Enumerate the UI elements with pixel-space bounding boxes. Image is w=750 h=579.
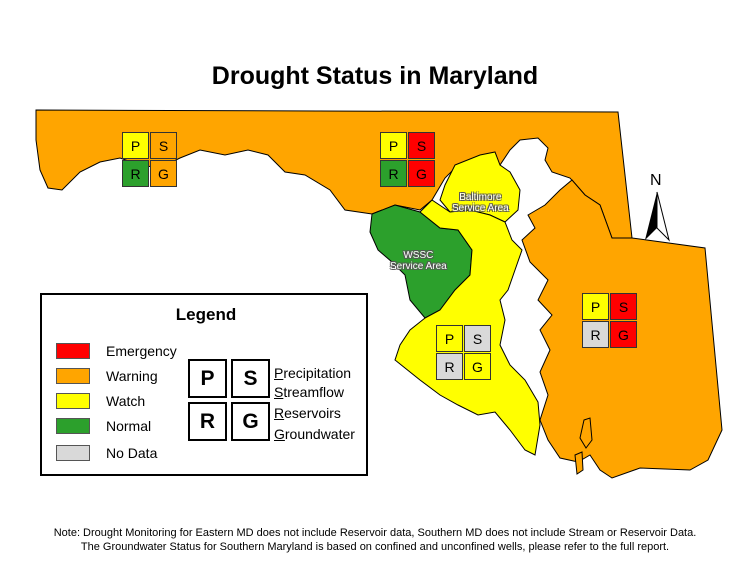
- island-shape: [574, 451, 584, 475]
- north-arrow-icon: [656, 191, 670, 242]
- legend-swatch: [56, 368, 90, 384]
- legend-key-groundwater: Groundwater: [274, 426, 355, 442]
- status-cell-p: P: [436, 325, 463, 352]
- legend-grid-cell: R: [188, 402, 227, 441]
- legend-swatch: [56, 343, 90, 359]
- legend-psrg-grid: P S R G: [188, 359, 270, 441]
- map-title: Drought Status in Maryland: [211, 62, 539, 90]
- legend-key-precipitation: Precipitation: [274, 365, 352, 381]
- north-label: N: [650, 172, 662, 189]
- legend-title: Legend: [175, 305, 237, 324]
- legend-grid-cell: P: [188, 359, 227, 398]
- status-cell-r: R: [436, 353, 463, 380]
- status-cell-g: G: [464, 353, 491, 380]
- status-cell-s: S: [610, 293, 637, 320]
- status-cell-s: S: [150, 132, 177, 159]
- island-shape: [579, 417, 593, 449]
- north-arrow-icon: [645, 192, 657, 240]
- legend-label: Emergency: [106, 343, 177, 359]
- baltimore-service-area-shape: [439, 151, 521, 223]
- legend-key-reservoirs: Reservoirs: [274, 405, 341, 421]
- legend-label: Normal: [106, 418, 152, 434]
- legend-key-streamflow: Streamflow: [274, 384, 345, 400]
- legend-swatch: [56, 445, 90, 461]
- status-cell-r: R: [380, 160, 407, 187]
- legend-grid-cell: G: [231, 402, 270, 441]
- status-cell-p: P: [122, 132, 149, 159]
- legend-label: Watch: [106, 393, 146, 409]
- status-cell-p: P: [582, 293, 609, 320]
- status-cell-r: R: [122, 160, 149, 187]
- wssc-service-area-label: WSSC Service Area: [390, 250, 447, 272]
- footnote: Note: Drought Monitoring for Eastern MD …: [53, 527, 697, 553]
- status-cell-p: P: [380, 132, 407, 159]
- legend-label: No Data: [106, 445, 158, 461]
- status-cell-s: S: [408, 132, 435, 159]
- legend-swatch: [56, 418, 90, 434]
- baltimore-service-area-label: Baltimore Service Area: [452, 192, 509, 214]
- status-cell-g: G: [610, 321, 637, 348]
- legend-label: Warning: [106, 368, 158, 384]
- legend: Legend Emergency Warning Watch Normal No…: [40, 293, 368, 476]
- status-cell-r: R: [582, 321, 609, 348]
- status-cell-g: G: [408, 160, 435, 187]
- legend-swatch: [56, 393, 90, 409]
- legend-grid-cell: S: [231, 359, 270, 398]
- status-cell-s: S: [464, 325, 491, 352]
- status-cell-g: G: [150, 160, 177, 187]
